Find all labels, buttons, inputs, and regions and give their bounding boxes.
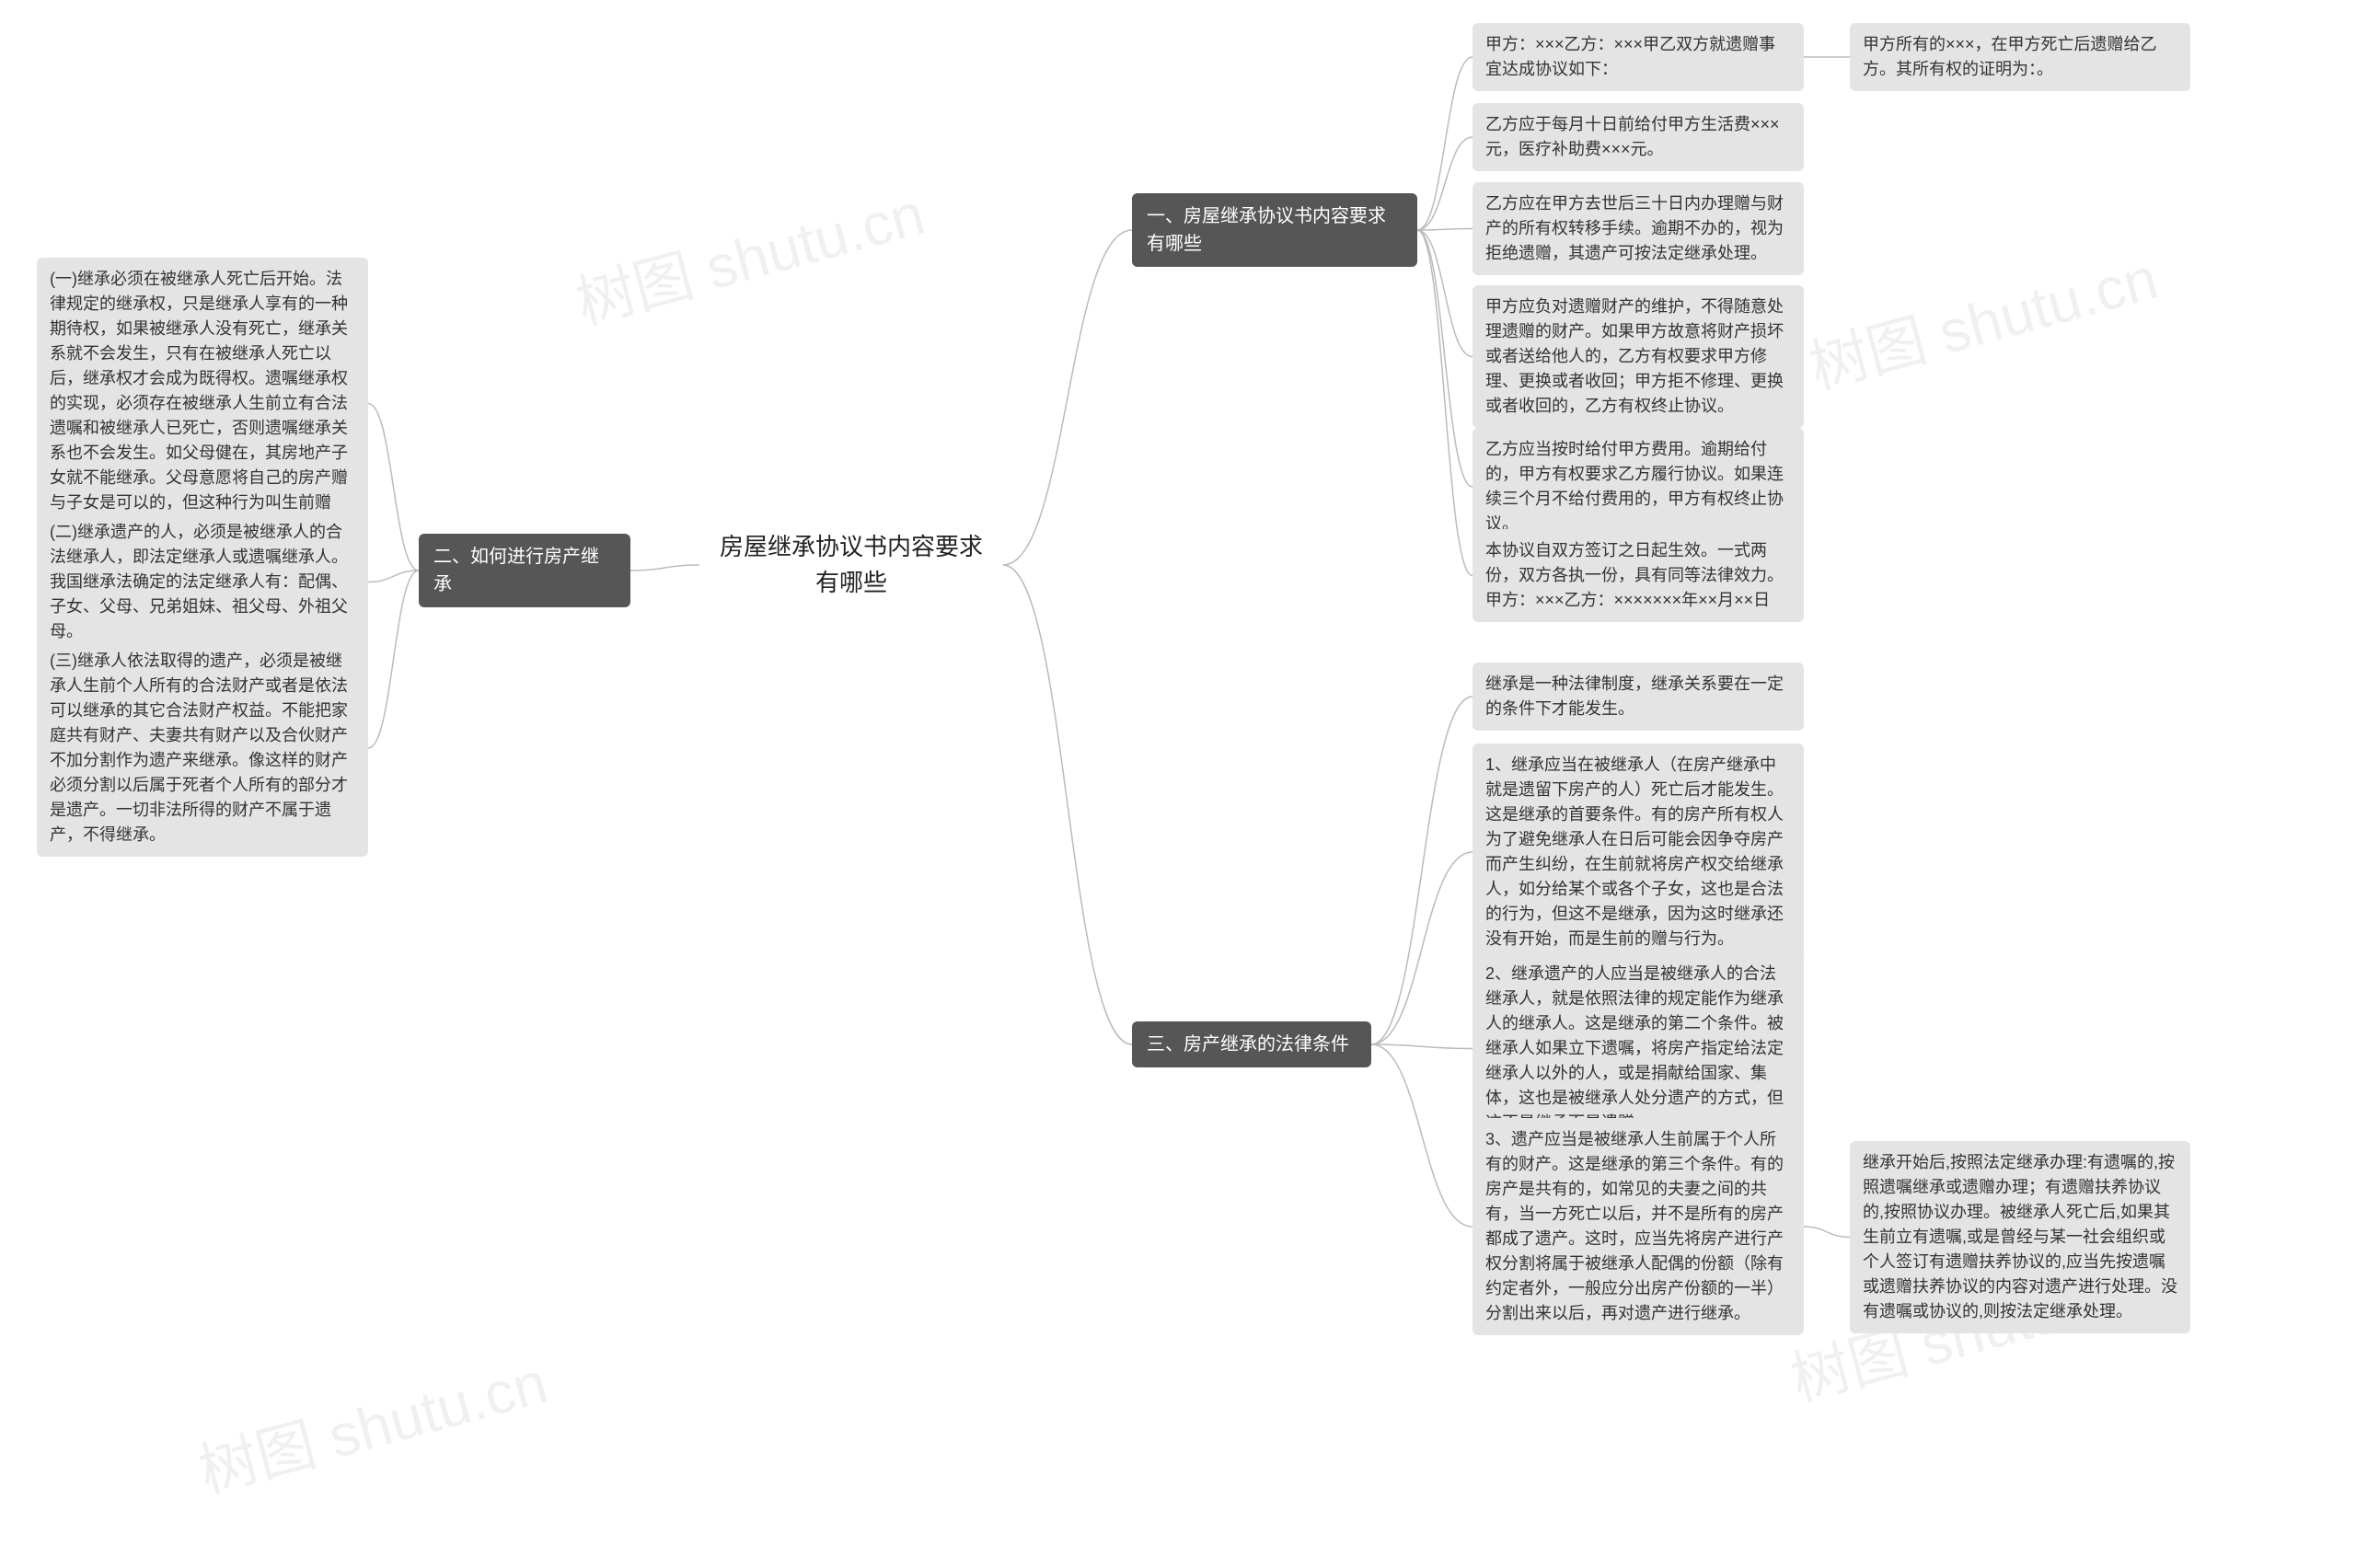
section-1-item: 乙方应在甲方去世后三十日内办理赠与财产的所有权转移手续。逾期不办的，视为拒绝遗赠… [1472,182,1804,275]
section-3-title: 三、房产继承的法律条件 [1132,1021,1371,1067]
section-1-item: 甲方：×××乙方：×××甲乙双方就遗赠事宜达成协议如下： [1472,23,1804,91]
section-1-item-sub: 甲方所有的×××，在甲方死亡后遗赠给乙方。其所有权的证明为：。 [1850,23,2190,91]
mindmap-root: 房屋继承协议书内容要求有哪些 [699,520,1003,610]
section-3-item: 2、继承遗产的人应当是被继承人的合法继承人，就是依照法律的规定能作为继承人的继承… [1472,952,1804,1145]
section-3-item: 继承是一种法律制度，继承关系要在一定的条件下才能发生。 [1472,663,1804,731]
section-1-item: 本协议自双方签订之日起生效。一式两份，双方各执一份，具有同等法律效力。甲方：××… [1472,529,1804,622]
section-2-item: (二)继承遗产的人，必须是被继承人的合法继承人，即法定继承人或遗嘱继承人。我国继… [37,511,368,653]
watermark: 树图 shutu.cn [566,167,932,340]
watermark: 树图 shutu.cn [1799,231,2165,405]
section-1-item: 乙方应于每月十日前给付甲方生活费×××元，医疗补助费×××元。 [1472,103,1804,171]
section-2-item: (一)继承必须在被继承人死亡后开始。法律规定的继承权，只是继承人享有的一种期待权… [37,258,368,549]
section-2-title: 二、如何进行房产继承 [419,534,630,607]
section-3-item: 1、继承应当在被继承人（在房产继承中就是遗留下房产的人）死亡后才能发生。这是继承… [1472,744,1804,961]
section-1-item: 甲方应负对遗赠财产的维护，不得随意处理遗赠的财产。如果甲方故意将财产损坏或者送给… [1472,285,1804,428]
watermark: 树图 shutu.cn [189,1335,555,1509]
section-3-item: 3、遗产应当是被继承人生前属于个人所有的财产。这是继承的第三个条件。有的房产是共… [1472,1118,1804,1335]
section-2-item: (三)继承人依法取得的遗产，必须是被继承人生前个人所有的合法财产或者是依法可以继… [37,640,368,857]
section-3-item-sub: 继承开始后,按照法定继承办理:有遗嘱的,按照遗嘱继承或遗赠办理；有遗赠扶养协议的… [1850,1141,2190,1333]
section-1-title: 一、房屋继承协议书内容要求有哪些 [1132,193,1417,267]
section-1-item: 乙方应当按时给付甲方费用。逾期给付的，甲方有权要求乙方履行协议。如果连续三个月不… [1472,428,1804,546]
